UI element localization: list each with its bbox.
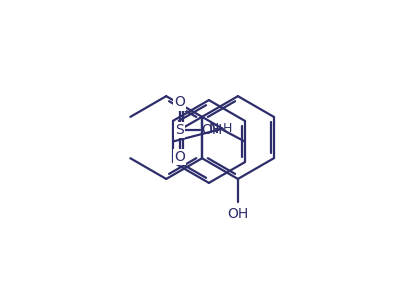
Text: OH: OH — [202, 123, 223, 137]
Text: O: O — [174, 150, 185, 164]
Text: OH: OH — [227, 207, 249, 220]
Text: S: S — [175, 123, 184, 137]
Text: N: N — [209, 122, 220, 136]
Text: H: H — [223, 122, 232, 135]
Text: O: O — [174, 95, 185, 110]
